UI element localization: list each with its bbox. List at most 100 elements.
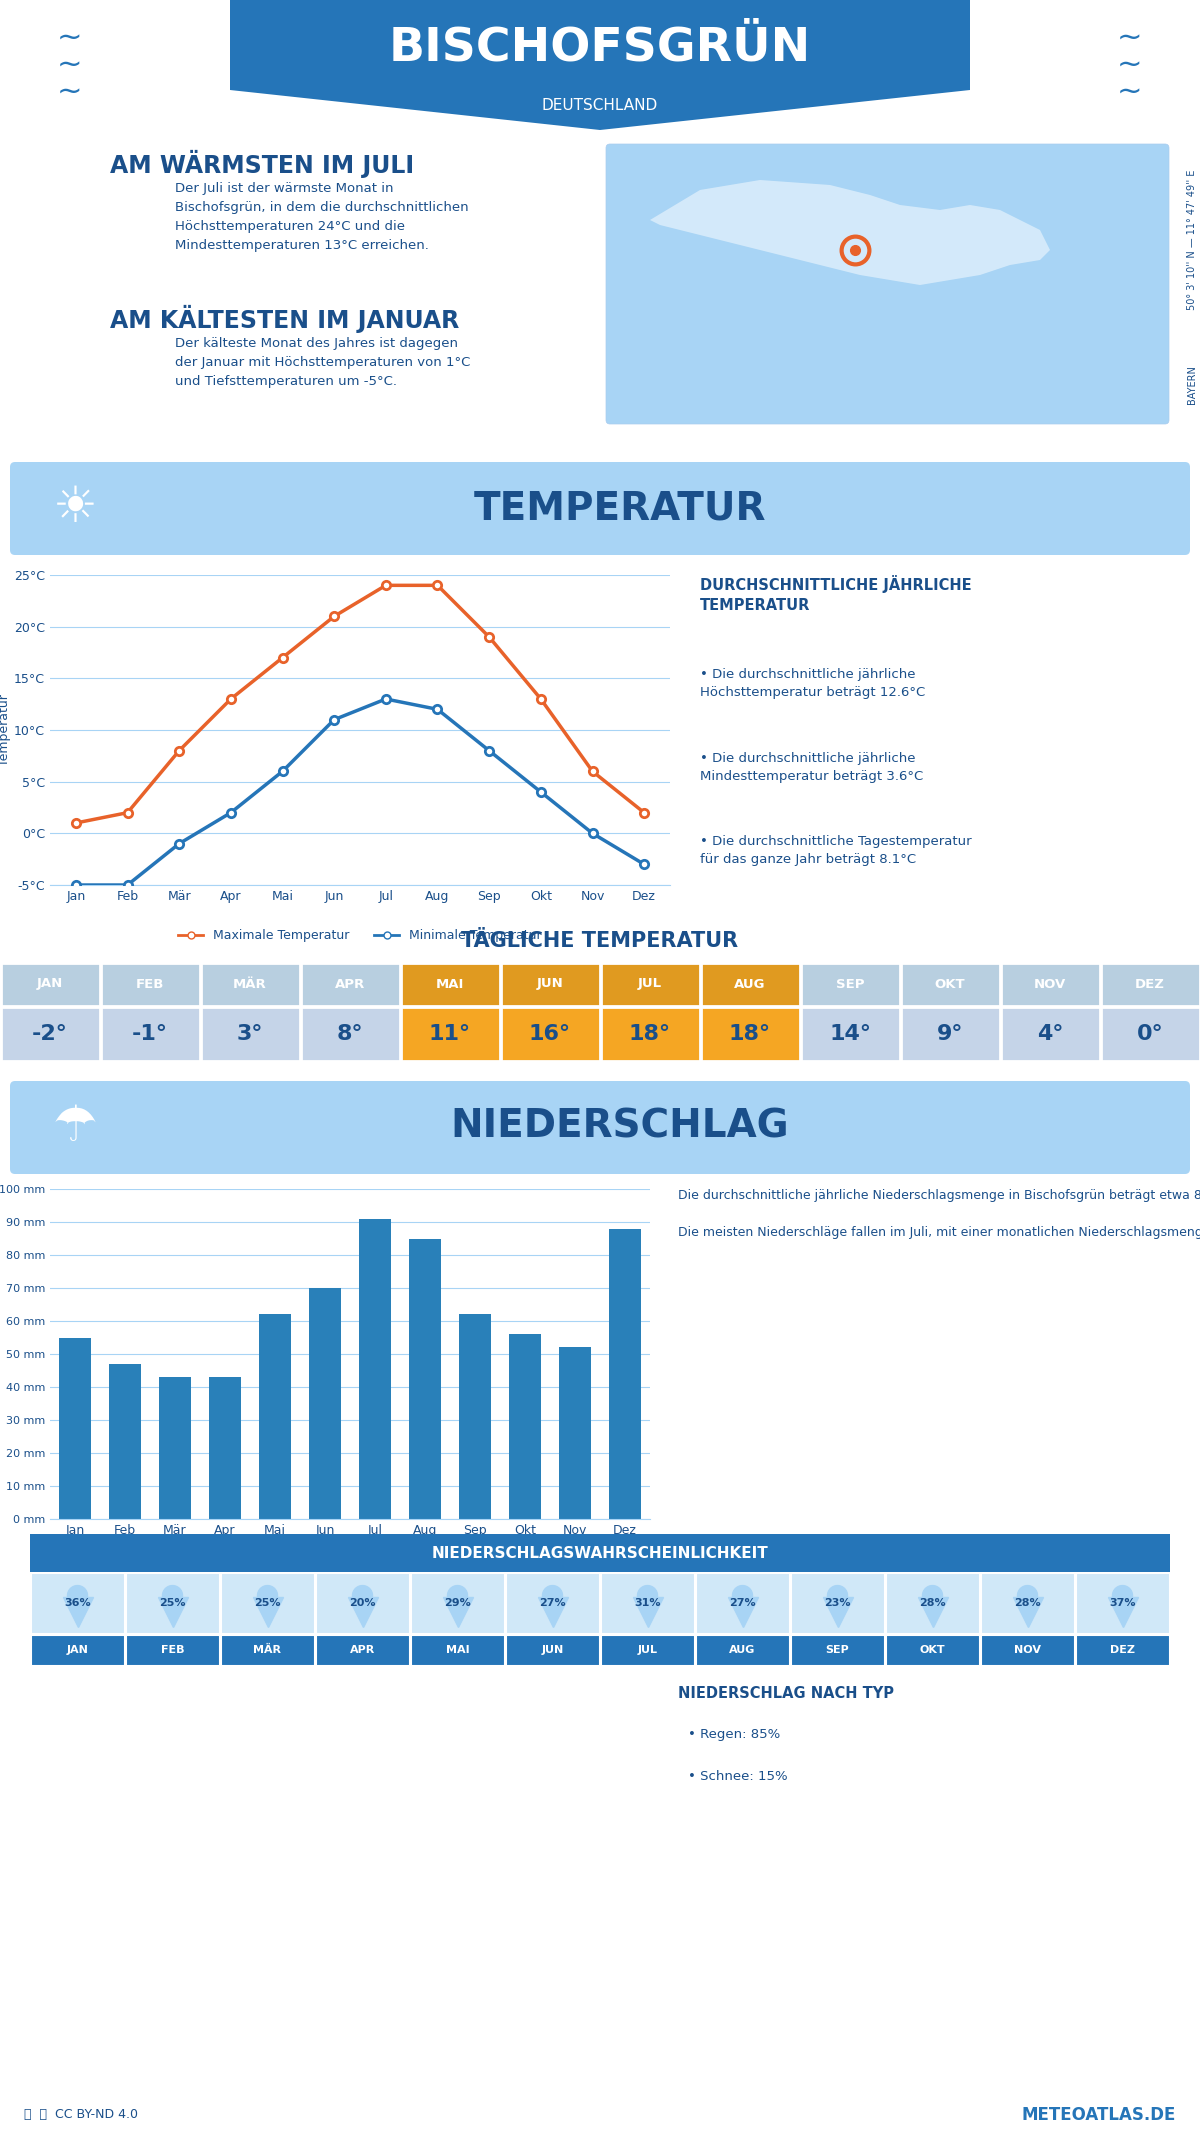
Text: MÄR: MÄR <box>233 978 266 991</box>
Text: 27%: 27% <box>730 1599 756 1607</box>
Text: MAI: MAI <box>445 1646 469 1654</box>
Circle shape <box>162 1586 182 1605</box>
Text: AM WÄRMSTEN IM JULI: AM WÄRMSTEN IM JULI <box>110 150 414 178</box>
Text: FEB: FEB <box>136 978 164 991</box>
FancyBboxPatch shape <box>101 963 199 1006</box>
FancyBboxPatch shape <box>600 1006 700 1061</box>
FancyBboxPatch shape <box>505 1635 600 1665</box>
Text: -1°: -1° <box>132 1023 168 1044</box>
Text: DEUTSCHLAND: DEUTSCHLAND <box>542 98 658 113</box>
FancyBboxPatch shape <box>316 1573 409 1633</box>
Text: BISCHOFSGRÜN: BISCHOFSGRÜN <box>389 26 811 71</box>
Bar <box>458 1314 491 1519</box>
Text: 27%: 27% <box>539 1599 566 1607</box>
Text: 14°: 14° <box>829 1023 871 1044</box>
FancyBboxPatch shape <box>1001 963 1099 1006</box>
FancyBboxPatch shape <box>980 1573 1074 1633</box>
FancyBboxPatch shape <box>221 1573 314 1633</box>
Bar <box>59 1338 91 1519</box>
Bar <box>559 1348 592 1519</box>
FancyBboxPatch shape <box>600 1635 695 1665</box>
Text: 9°: 9° <box>937 1023 964 1044</box>
Text: OKT: OKT <box>919 1646 946 1654</box>
Circle shape <box>353 1586 372 1605</box>
FancyBboxPatch shape <box>800 1006 900 1061</box>
Text: ~
~
~: ~ ~ ~ <box>58 24 83 107</box>
Text: • Die durchschnittliche jährliche
Höchsttemperatur beträgt 12.6°C: • Die durchschnittliche jährliche Höchst… <box>700 668 925 700</box>
FancyBboxPatch shape <box>316 1635 409 1665</box>
FancyBboxPatch shape <box>701 1006 799 1061</box>
Circle shape <box>258 1586 277 1605</box>
Text: JAN: JAN <box>37 978 64 991</box>
FancyBboxPatch shape <box>701 963 799 1006</box>
Bar <box>209 1378 241 1519</box>
Bar <box>259 1314 292 1519</box>
FancyBboxPatch shape <box>900 963 1000 1006</box>
FancyBboxPatch shape <box>600 963 700 1006</box>
FancyBboxPatch shape <box>500 963 600 1006</box>
Text: • Schnee: 15%: • Schnee: 15% <box>688 1770 787 1783</box>
Circle shape <box>732 1586 752 1605</box>
FancyBboxPatch shape <box>300 963 400 1006</box>
FancyBboxPatch shape <box>1075 1573 1170 1633</box>
Bar <box>109 1363 142 1519</box>
Bar <box>509 1333 541 1519</box>
Text: 23%: 23% <box>824 1599 851 1607</box>
Circle shape <box>923 1586 942 1605</box>
Text: 28%: 28% <box>919 1599 946 1607</box>
Text: SEP: SEP <box>835 978 864 991</box>
Circle shape <box>637 1586 658 1605</box>
FancyBboxPatch shape <box>410 1573 504 1633</box>
Text: APR: APR <box>350 1646 376 1654</box>
FancyBboxPatch shape <box>1100 963 1200 1006</box>
FancyBboxPatch shape <box>600 1573 695 1633</box>
Text: NIEDERSCHLAG: NIEDERSCHLAG <box>451 1109 790 1147</box>
Text: 3°: 3° <box>236 1023 263 1044</box>
Text: NOV: NOV <box>1014 1646 1042 1654</box>
Text: FEB: FEB <box>161 1646 185 1654</box>
FancyBboxPatch shape <box>1001 1006 1099 1061</box>
FancyBboxPatch shape <box>126 1573 220 1633</box>
Text: JUN: JUN <box>536 978 563 991</box>
Text: DEZ: DEZ <box>1110 1646 1135 1654</box>
Text: JUL: JUL <box>637 1646 658 1654</box>
FancyBboxPatch shape <box>606 143 1169 424</box>
Text: 50° 3' 10'' N — 11° 47' 49'' E: 50° 3' 10'' N — 11° 47' 49'' E <box>1187 169 1198 310</box>
FancyBboxPatch shape <box>10 462 1190 554</box>
Text: AM KÄLTESTEN IM JANUAR: AM KÄLTESTEN IM JANUAR <box>110 306 460 334</box>
Text: • Regen: 85%: • Regen: 85% <box>688 1727 780 1740</box>
FancyBboxPatch shape <box>300 1006 400 1061</box>
Text: 8°: 8° <box>337 1023 364 1044</box>
Text: 11°: 11° <box>428 1023 472 1044</box>
FancyBboxPatch shape <box>7 1532 1193 1573</box>
FancyBboxPatch shape <box>10 1081 1190 1175</box>
Text: MÄR: MÄR <box>253 1646 282 1654</box>
Text: OKT: OKT <box>935 978 965 991</box>
Text: 20%: 20% <box>349 1599 376 1607</box>
Text: ☀: ☀ <box>53 484 97 533</box>
Text: -2°: -2° <box>32 1023 68 1044</box>
Legend: Niederschlagssumme: Niederschlagssumme <box>260 1543 440 1566</box>
FancyBboxPatch shape <box>980 1635 1074 1665</box>
Circle shape <box>828 1586 847 1605</box>
FancyBboxPatch shape <box>30 1635 125 1665</box>
FancyBboxPatch shape <box>401 1006 499 1061</box>
Polygon shape <box>230 0 970 131</box>
Text: 4°: 4° <box>1037 1023 1063 1044</box>
Text: JAN: JAN <box>66 1646 89 1654</box>
FancyBboxPatch shape <box>221 1635 314 1665</box>
FancyBboxPatch shape <box>800 963 900 1006</box>
FancyBboxPatch shape <box>791 1635 884 1665</box>
Text: TEMPERATUR: TEMPERATUR <box>474 490 767 526</box>
FancyBboxPatch shape <box>1075 1635 1170 1665</box>
Circle shape <box>1112 1586 1133 1605</box>
Text: 18°: 18° <box>728 1023 772 1044</box>
FancyBboxPatch shape <box>500 1006 600 1061</box>
Circle shape <box>1018 1586 1038 1605</box>
Text: MAI: MAI <box>436 978 464 991</box>
Bar <box>608 1228 641 1519</box>
FancyBboxPatch shape <box>126 1635 220 1665</box>
Text: JUN: JUN <box>541 1646 564 1654</box>
Text: NOV: NOV <box>1034 978 1066 991</box>
Text: SEP: SEP <box>826 1646 850 1654</box>
